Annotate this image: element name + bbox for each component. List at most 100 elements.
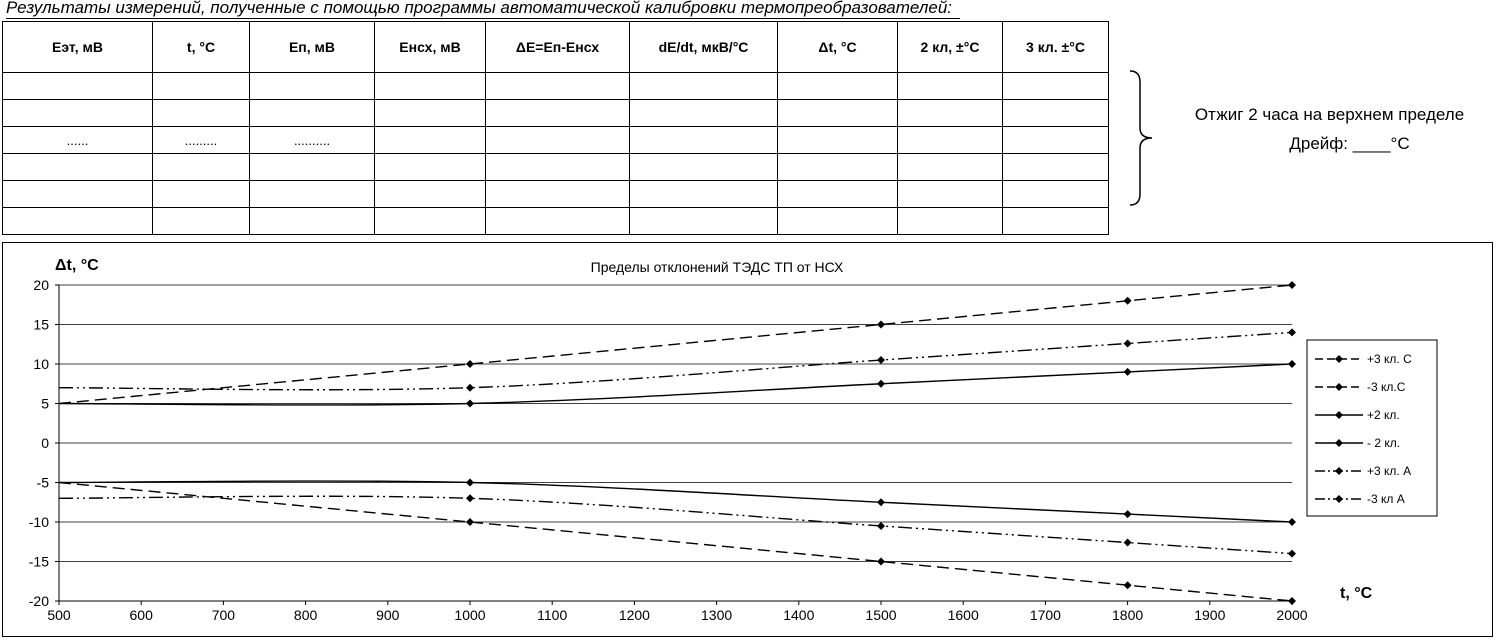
table-cell <box>152 153 250 181</box>
annealing-note: Отжиг 2 часа на верхнем пределе Дрейф: _… <box>1160 100 1499 158</box>
series-4 <box>58 478 1296 526</box>
table-row <box>2 180 1109 208</box>
chart-title: Пределы отклонений ТЭДС ТП от НСХ <box>591 259 844 275</box>
series-point <box>466 383 474 392</box>
x-tick-label: 600 <box>130 607 154 623</box>
table-row <box>2 153 1109 181</box>
table-cell <box>897 72 1003 100</box>
series-line <box>58 495 1293 555</box>
legend-label: +2 кл. <box>1367 408 1400 422</box>
series-3 <box>58 360 1296 408</box>
x-tick-label: 1100 <box>537 607 567 623</box>
x-tick-label: 500 <box>47 607 71 623</box>
series-point <box>877 498 885 507</box>
table-cell <box>374 72 486 100</box>
table-cell <box>897 153 1003 181</box>
legend <box>1306 339 1438 517</box>
table-row <box>2 72 1109 100</box>
table-cell <box>777 72 898 100</box>
table-cell <box>374 153 486 181</box>
legend-marker <box>1335 383 1343 391</box>
series-point <box>1123 296 1132 305</box>
series-point <box>1123 367 1132 376</box>
x-tick-label: 800 <box>294 607 318 623</box>
table-cell <box>485 153 630 181</box>
series-point <box>877 320 885 329</box>
x-tick-label: 1300 <box>701 607 732 623</box>
legend-label: - 2 кл. <box>1367 436 1400 450</box>
table-cell <box>897 99 1003 127</box>
column-header: t, °С <box>152 21 250 73</box>
table-cell <box>777 207 898 235</box>
series-point <box>1288 597 1296 605</box>
table-cell <box>152 72 250 100</box>
table-cell <box>2 99 153 127</box>
table-cell <box>629 207 778 235</box>
table-cell <box>1002 153 1109 181</box>
x-tick-label: 1000 <box>454 607 485 623</box>
table-cell: ......... <box>152 126 250 154</box>
column-header: Еп, мВ <box>249 21 375 73</box>
series-point <box>466 518 474 526</box>
x-tick-label: 1500 <box>865 607 896 623</box>
y-axis-label: Δt, °С <box>55 257 99 274</box>
series-point <box>1288 281 1296 289</box>
table-cell <box>1002 72 1109 100</box>
y-tick-label: 15 <box>33 317 49 333</box>
table-cell <box>485 72 630 100</box>
legend-item: -3 кл А <box>1315 492 1405 506</box>
table-cell <box>374 207 486 235</box>
series-point <box>1288 549 1296 558</box>
x-tick-label: 1800 <box>1112 607 1143 623</box>
series-line <box>58 481 1293 602</box>
table-cell <box>2 153 153 181</box>
table-cell <box>249 153 375 181</box>
column-header: 3 кл. ±°С <box>1002 21 1109 73</box>
legend-item: +2 кл. <box>1315 408 1400 422</box>
caption: Результаты измерений, полученные с помощ… <box>6 0 961 19</box>
series-point <box>466 399 474 408</box>
table-cell <box>629 72 778 100</box>
table-row <box>2 207 1109 235</box>
legend-marker <box>1335 439 1343 447</box>
chart-frame <box>2 242 1493 637</box>
table-cell <box>1002 99 1109 127</box>
series-point <box>1123 339 1132 348</box>
legend-item: +3 кл. А <box>1315 464 1411 478</box>
table-body: ......................... <box>2 72 1109 235</box>
legend-label: +3 кл. С <box>1367 352 1412 366</box>
series-point <box>1123 581 1132 590</box>
annealing-note-line1: Отжиг 2 часа на верхнем пределе <box>1194 105 1465 124</box>
series-6 <box>58 494 1296 558</box>
table-cell <box>777 180 898 208</box>
x-tick-label: 700 <box>212 607 236 623</box>
table-cell <box>2 180 153 208</box>
legend-marker <box>1335 467 1343 475</box>
series-point <box>877 356 885 365</box>
right-brace <box>1129 70 1153 206</box>
table-header-row: Еэт, мВ t, °С Еп, мВ Енсх, мВ ΔЕ=Еп-Енсх dE/d… <box>2 21 1109 73</box>
table-cell <box>485 126 630 154</box>
legend-label: +3 кл. А <box>1367 464 1411 478</box>
table-cell <box>152 180 250 208</box>
legend-marker <box>1335 411 1343 419</box>
series-point <box>1123 538 1132 547</box>
column-header: Δt, °С <box>777 21 898 73</box>
legend-marker <box>1335 495 1343 503</box>
table-row <box>2 99 1109 127</box>
series-2 <box>58 481 1296 605</box>
table-cell <box>374 180 486 208</box>
legend-marker <box>1335 355 1343 363</box>
y-tick-label: -20 <box>29 593 49 609</box>
x-tick-label: 900 <box>376 607 400 623</box>
series-point <box>466 494 474 503</box>
column-header: Енсх, мВ <box>374 21 486 73</box>
results-table: Еэт, мВ t, °С Еп, мВ Енсх, мВ ΔЕ=Еп-Енсх dE/d… <box>2 21 1109 235</box>
table-cell <box>2 207 153 235</box>
series-line <box>58 331 1293 391</box>
x-tick-label: 1900 <box>1194 607 1225 623</box>
table-cell <box>249 207 375 235</box>
table-cell <box>2 72 153 100</box>
y-tick-label: 0 <box>41 435 49 451</box>
table-cell <box>249 72 375 100</box>
